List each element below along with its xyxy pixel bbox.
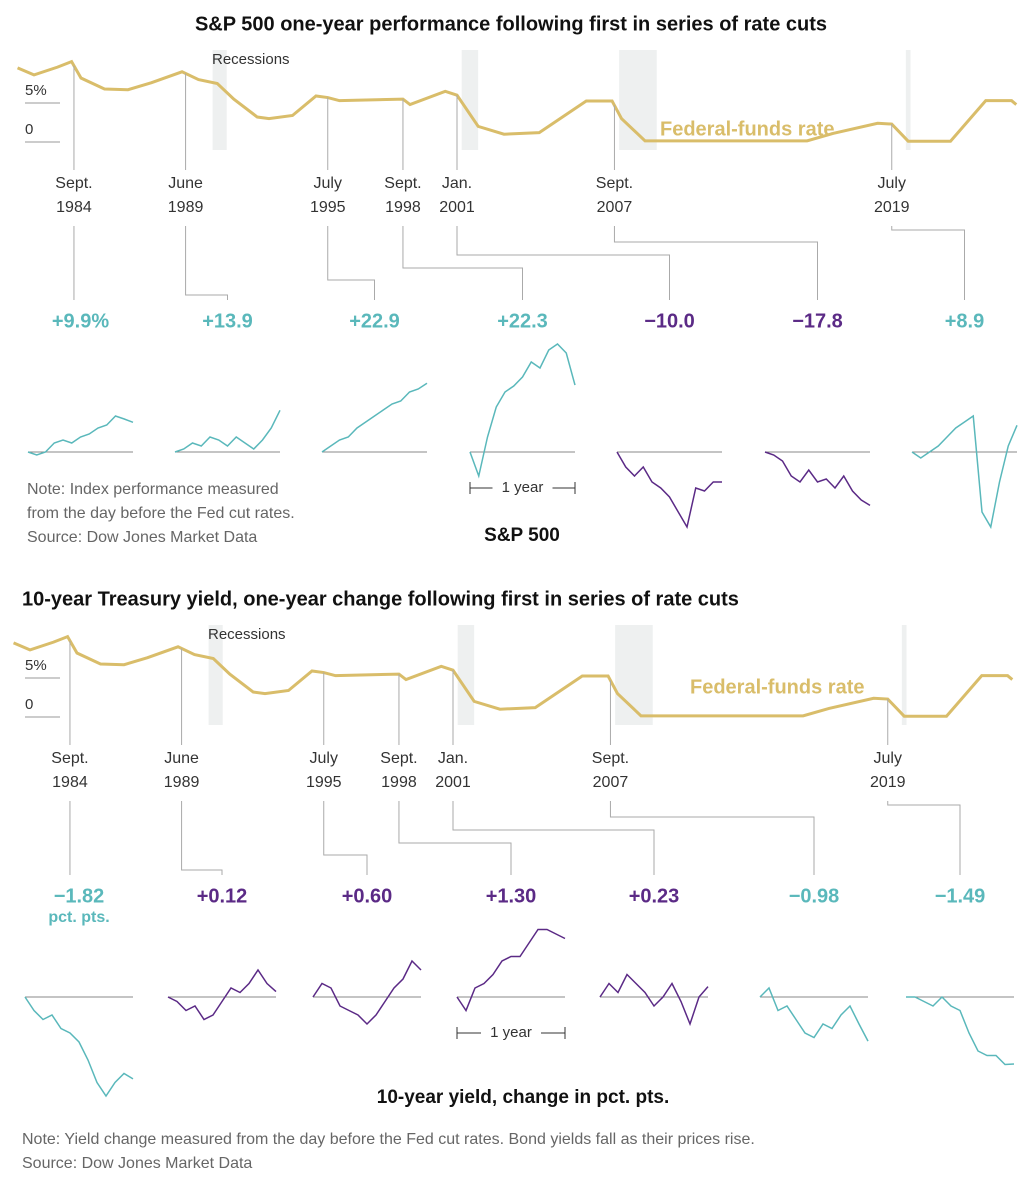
year-bracket [469,482,576,494]
sparkline [174,409,281,453]
sparkline [599,973,709,1027]
source: Source: Dow Jones Market Data [27,529,257,546]
sparkline [469,343,576,479]
value-label: −1.82 [54,885,105,907]
connector [452,801,655,875]
source: Source: Dow Jones Market Data [22,1155,252,1172]
event-date: July [310,750,338,767]
value-label: +13.9 [202,310,253,332]
event-date: Jan. [442,175,472,192]
event-date: Sept. [55,175,92,192]
event-date: 1989 [168,199,204,216]
y-tick-label: 0 [25,121,33,138]
event-date: Sept. [51,750,88,767]
year-bracket [456,1027,566,1039]
value-label: −10.0 [644,310,695,332]
event-date: 1998 [385,199,421,216]
value-label: +9.9% [52,310,109,332]
connector [402,226,523,300]
y-tick-label: 0 [25,696,33,713]
sparkline [616,451,722,530]
sparkline [312,959,422,1026]
event-date: Sept. [380,750,417,767]
event-date: 1984 [52,774,88,791]
panel-title: S&P 500 one-year performance following f… [195,13,827,35]
value-label: +22.9 [349,310,400,332]
event-date: 2007 [597,199,633,216]
rate-label: Federal-funds rate [690,676,864,698]
note: Note: Index performance measured [27,481,279,498]
event-date: 2001 [435,774,471,791]
sparkline [759,986,869,1042]
note: Note: Yield change measured from the day… [22,1131,755,1148]
sparkline [321,382,428,453]
recessions-label: Recessions [208,626,286,643]
connector [891,226,965,300]
event-date: 1984 [56,199,92,216]
value-label: +8.9 [945,310,984,332]
sparkline [24,996,134,1098]
recessions-label: Recessions [212,51,290,68]
event-date: 2001 [439,199,475,216]
panel-title: 10-year Treasury yield, one-year change … [22,588,739,610]
connector [609,801,815,875]
event-date: July [314,175,342,192]
value-label: +0.60 [342,885,393,907]
connector [185,226,228,300]
year-label: 1 year [502,479,544,496]
y-tick-label: 5% [25,82,47,99]
y-tick-label: 5% [25,657,47,674]
recession-band [905,50,911,150]
event-date: Sept. [596,175,633,192]
event-date: Sept. [592,750,629,767]
sparkline [27,415,134,456]
event-date: June [164,750,199,767]
year-label: 1 year [490,1024,532,1041]
connector [398,801,512,875]
event-date: 1995 [306,774,342,791]
value-label: +0.12 [197,885,248,907]
value-label: −17.8 [792,310,843,332]
event-date: Sept. [384,175,421,192]
value-label: +1.30 [486,885,537,907]
recession-band [457,625,475,725]
value-label: +0.23 [629,885,680,907]
recession-band [901,625,907,725]
event-date: 2007 [593,774,629,791]
recession-band [208,625,223,725]
unit-label: pct. pts. [48,909,109,926]
value-label: −0.98 [789,885,840,907]
event-date: 2019 [870,774,906,791]
section-label: 10-year yield, change in pct. pts. [377,1087,670,1108]
connector [887,801,961,875]
sparkline [764,451,871,507]
value-label: −1.49 [935,885,986,907]
sparkline [906,995,1015,1066]
note: from the day before the Fed cut rates. [27,505,295,522]
connector [181,801,223,875]
connector [323,801,368,875]
connector [456,226,670,300]
sparkline [911,414,1018,530]
value-label: +22.3 [497,310,548,332]
event-date: 1998 [381,774,417,791]
event-date: 1995 [310,199,346,216]
recession-band [212,50,227,150]
event-date: 1989 [164,774,200,791]
rate-line [16,59,1018,143]
event-date: 2019 [874,199,910,216]
rate-label: Federal-funds rate [660,118,834,140]
connector [613,226,818,300]
connector [327,226,375,300]
recession-band [461,50,479,150]
event-date: July [874,750,902,767]
sparkline [167,968,277,1021]
event-date: June [168,175,203,192]
event-date: July [878,175,906,192]
sparkline [456,928,566,1013]
section-label: S&P 500 [484,525,560,546]
event-date: Jan. [438,750,468,767]
rate-line [12,634,1014,718]
